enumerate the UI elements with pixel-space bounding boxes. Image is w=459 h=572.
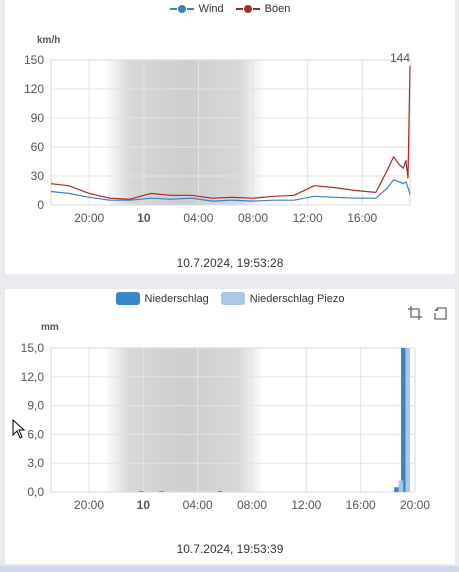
y-tick-label: 15,0 bbox=[21, 341, 45, 355]
wind-chart-legend: Wind Böen bbox=[5, 3, 455, 15]
legend-item-rain[interactable]: Niederschlag bbox=[115, 292, 209, 305]
y-tick-label: 90 bbox=[31, 111, 45, 125]
gusts-series-line bbox=[50, 65, 411, 200]
legend-label: Niederschlag Piezo bbox=[249, 292, 345, 305]
y-tick-label: 60 bbox=[31, 140, 45, 154]
x-tick-label: 20:00 bbox=[400, 498, 430, 512]
rain-bar bbox=[394, 487, 399, 492]
legend-line-marker-icon bbox=[169, 3, 194, 15]
y-axis-unit: mm bbox=[41, 322, 59, 333]
x-tick-label: 08:00 bbox=[237, 498, 267, 512]
legend-item-wind[interactable]: Wind bbox=[169, 3, 224, 15]
x-tick-label: 20:00 bbox=[74, 211, 104, 225]
x-tick-label: 16:00 bbox=[346, 498, 376, 512]
legend-rect-marker-icon bbox=[115, 292, 140, 305]
legend-label: Wind bbox=[198, 3, 224, 15]
max-value-label: 144 bbox=[390, 51, 410, 65]
plot-frame bbox=[50, 347, 416, 493]
legend-label: Böen bbox=[264, 3, 291, 15]
rain-bar bbox=[159, 491, 164, 492]
y-tick-label: 6,0 bbox=[27, 427, 44, 441]
y-tick-label: 30 bbox=[31, 169, 45, 183]
night-shading-band bbox=[106, 348, 263, 492]
chart-timestamp: 10.7.2024, 19:53:39 bbox=[176, 542, 284, 556]
legend-line-marker-icon bbox=[235, 3, 260, 15]
rain-bar bbox=[400, 348, 406, 492]
y-tick-label: 9,0 bbox=[27, 399, 44, 413]
legend-rect-marker-icon bbox=[220, 292, 245, 305]
rain-piezo-bar bbox=[398, 480, 404, 492]
x-tick-label: 12:00 bbox=[291, 498, 321, 512]
x-tick-label: 16:00 bbox=[347, 211, 377, 225]
x-tick-label: 12:00 bbox=[293, 211, 323, 225]
x-tick-label: 04:00 bbox=[183, 211, 213, 225]
y-tick-label: 0,0 bbox=[27, 485, 44, 499]
y-tick-label: 3,0 bbox=[27, 456, 44, 470]
rain-chart-panel: Niederschlag Niederschlag Piezo mm 0,0 3,… bbox=[5, 289, 455, 564]
rain-piezo-bar bbox=[405, 348, 410, 492]
rain-chart-legend: Niederschlag Niederschlag Piezo bbox=[5, 292, 455, 305]
plot-frame bbox=[50, 59, 411, 206]
zoom-select-icon[interactable] bbox=[408, 306, 422, 320]
x-tick-label: 04:00 bbox=[183, 498, 213, 512]
night-shading-band bbox=[106, 60, 264, 205]
mouse-cursor-icon bbox=[12, 419, 26, 439]
rain-bar bbox=[217, 491, 223, 492]
x-tick-label: 10 bbox=[137, 498, 151, 512]
legend-label: Niederschlag bbox=[144, 292, 209, 305]
x-tick-label: 10 bbox=[137, 211, 151, 225]
chart-timestamp: 10.7.2024, 19:53:28 bbox=[176, 256, 284, 270]
y-tick-label: 0 bbox=[37, 198, 44, 212]
y-tick-label: 150 bbox=[24, 53, 44, 67]
y-tick-label: 12,0 bbox=[21, 370, 45, 384]
y-axis-unit: km/h bbox=[37, 35, 61, 46]
legend-item-gusts[interactable]: Böen bbox=[235, 3, 291, 15]
legend-item-rain-piezo[interactable]: Niederschlag Piezo bbox=[220, 292, 345, 305]
zoom-reset-icon[interactable] bbox=[433, 306, 447, 320]
rain-bar bbox=[138, 491, 144, 492]
wind-chart-plot: 0 30 60 90 120 150 20:00 10 04:00 08:00 12:00 16:00… bbox=[24, 51, 411, 225]
x-tick-label: 08:00 bbox=[238, 211, 268, 225]
wind-chart-panel: Wind Böen km/h 0 30 60 90 120 150 20:00 10 04:00… bbox=[5, 0, 455, 274]
rain-chart-plot: 0,0 3,0 6,0 9,0 12,0 15,0 20:00 10 04:00 08:00 12:… bbox=[21, 341, 431, 512]
footer-strip bbox=[0, 566, 459, 572]
wind-series-line bbox=[50, 179, 411, 202]
y-tick-label: 120 bbox=[24, 82, 44, 96]
x-tick-label: 20:00 bbox=[74, 498, 104, 512]
